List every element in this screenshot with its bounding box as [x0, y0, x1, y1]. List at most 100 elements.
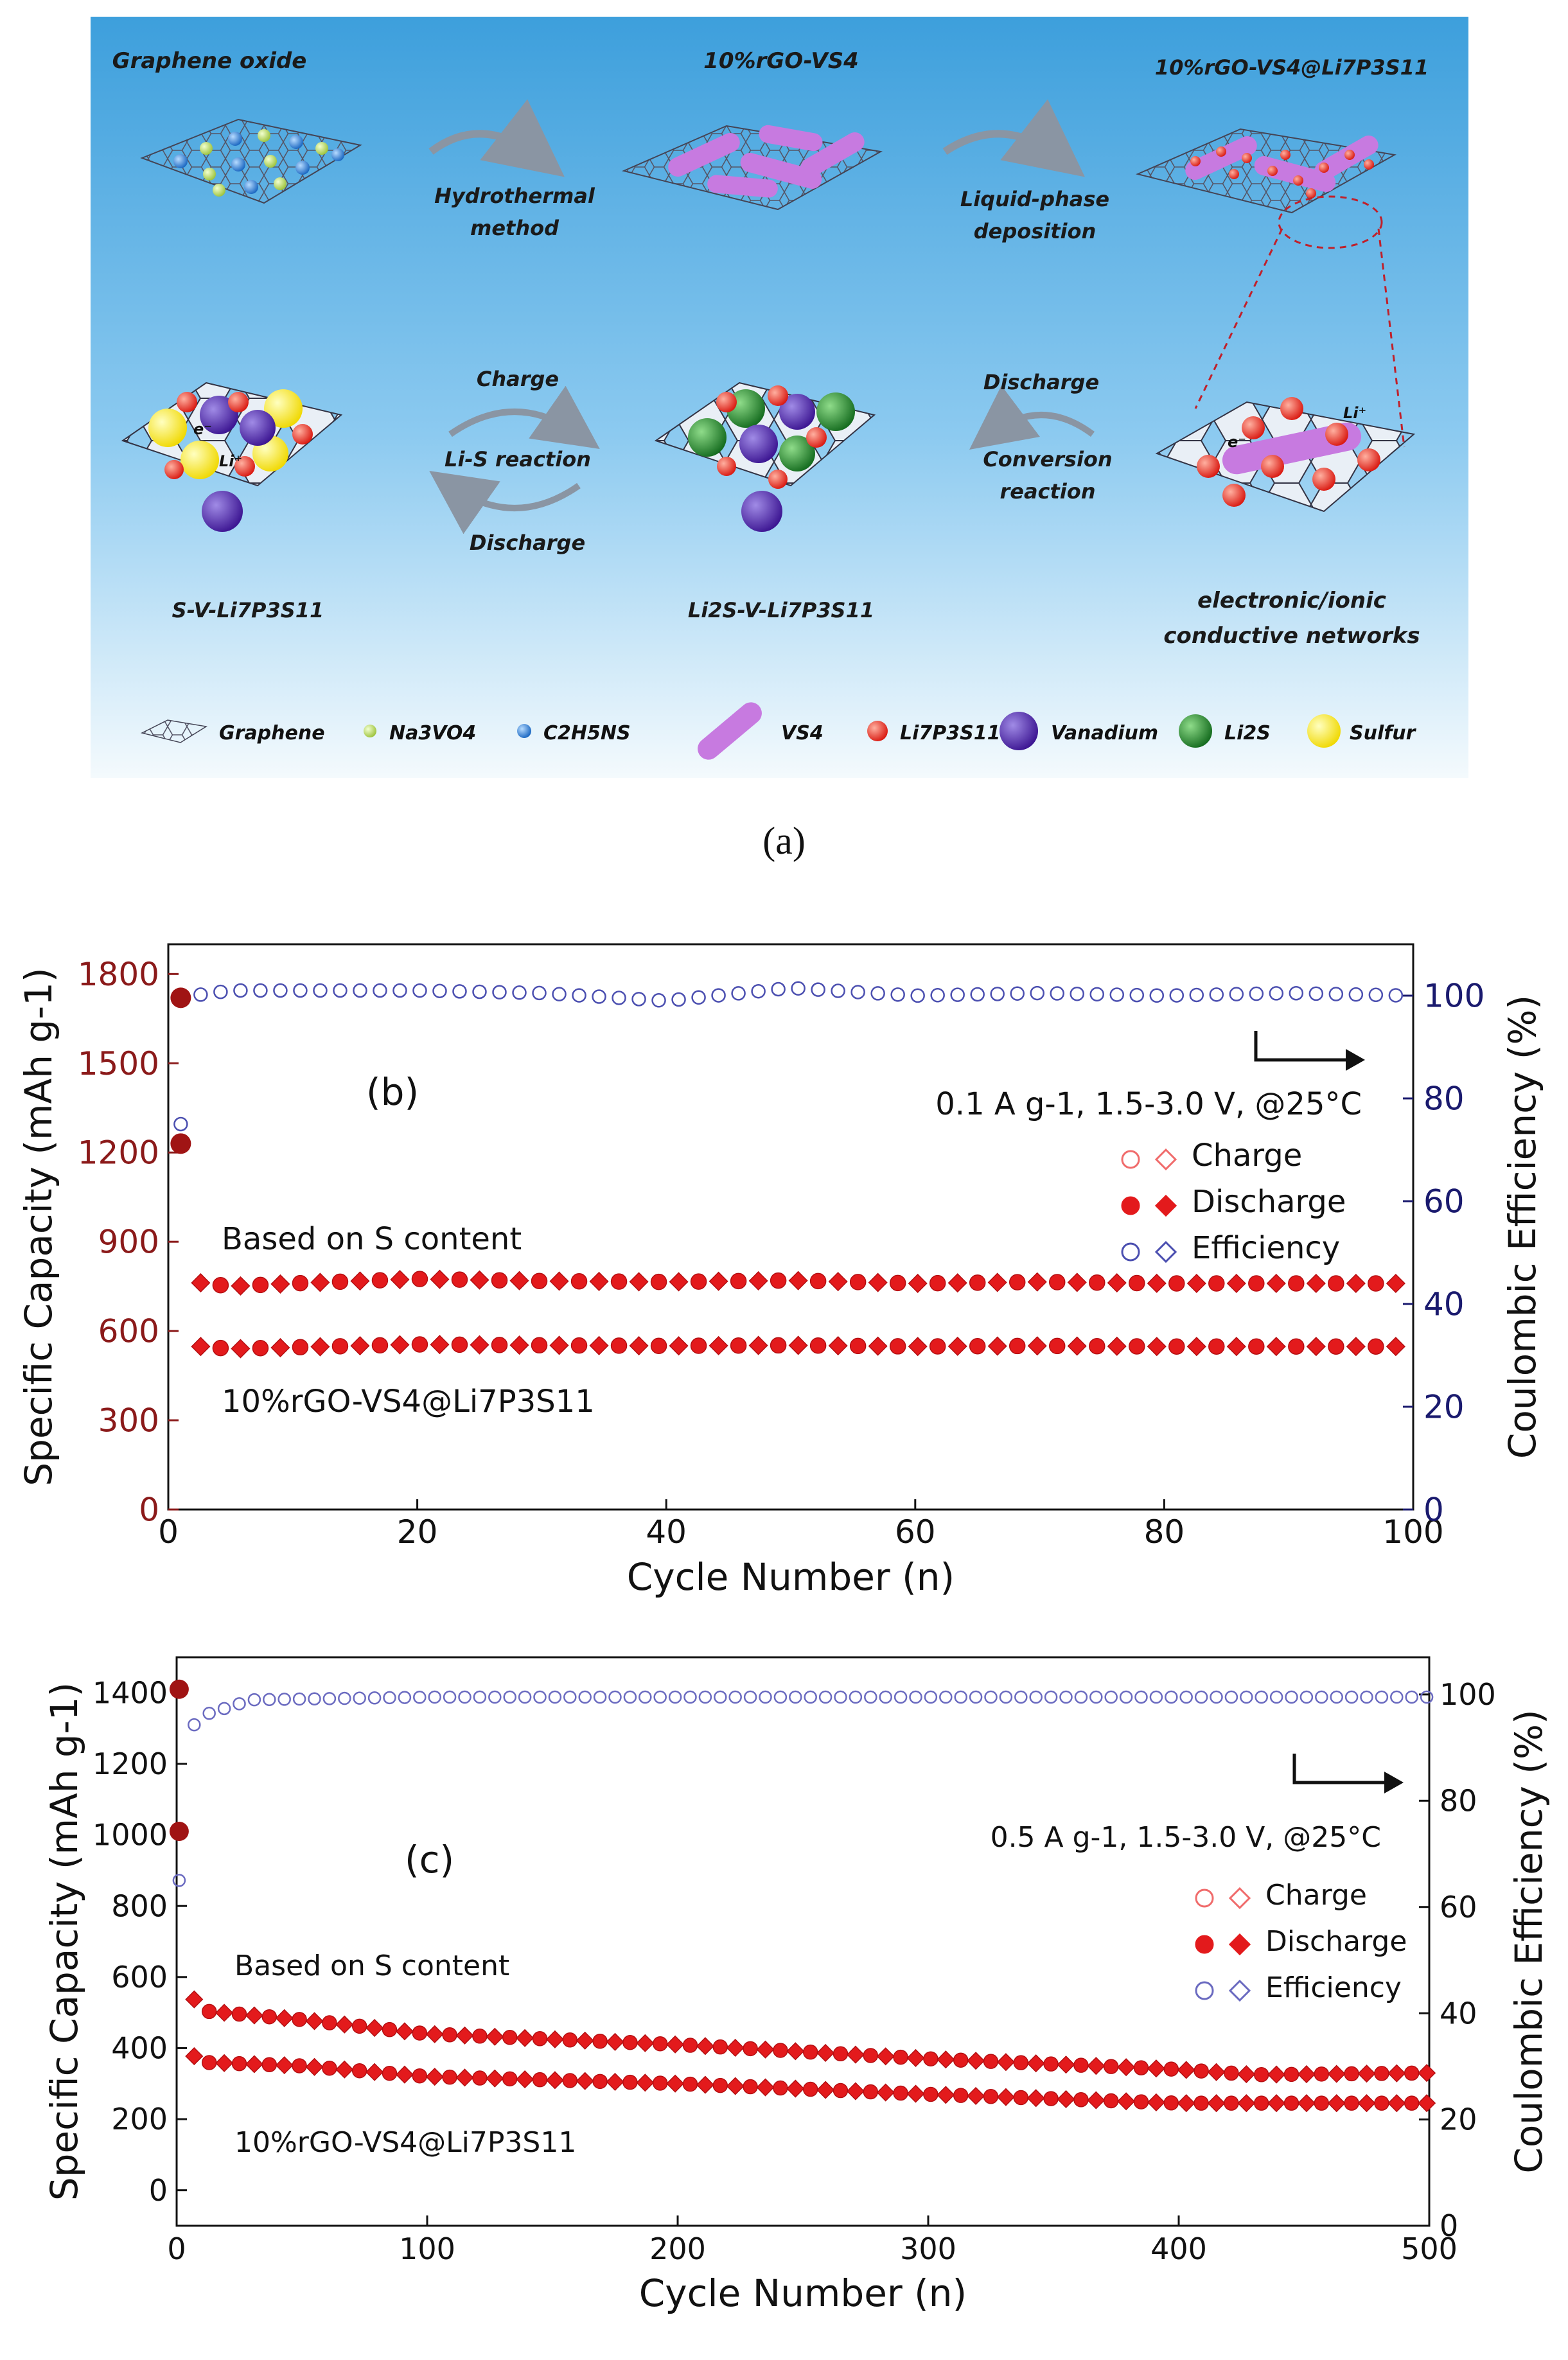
s-content-point — [592, 2034, 608, 2049]
s-content-point — [532, 2031, 548, 2047]
efficiency-point — [1194, 1690, 1208, 1704]
composite-point — [1297, 2094, 1316, 2113]
s-content-point — [987, 1272, 1007, 1292]
efficiency-point — [1315, 1690, 1328, 1704]
composite-point — [937, 2086, 955, 2104]
legend-li7p3s11-icon — [867, 721, 888, 741]
composite-point — [366, 2063, 384, 2081]
s-content-point — [969, 1274, 986, 1291]
y2-axis-label: Coulombic Efficiency (%) — [1507, 1709, 1551, 2173]
s-content-point — [212, 1277, 229, 1294]
composite-point — [696, 2075, 714, 2094]
s-content-point — [606, 2032, 624, 2051]
composite-point — [592, 2074, 608, 2090]
s-content-point — [1288, 1275, 1305, 1292]
composite-point — [412, 2068, 428, 2084]
composite-point — [371, 1337, 389, 1354]
efficiency-point — [452, 984, 467, 999]
efficiency-point — [970, 987, 985, 1002]
label-liquid-phase: Liquid-phase — [960, 187, 1109, 211]
composite-point — [395, 2065, 414, 2084]
composite-point — [191, 1337, 211, 1357]
x-tick-label: 80 — [1144, 1513, 1185, 1551]
composite-point — [215, 2054, 234, 2072]
composite-point — [802, 2081, 818, 2097]
legend-circle-marker — [1195, 1935, 1214, 1954]
s-content-point — [929, 1274, 946, 1292]
legend-graphene-icon — [140, 719, 208, 743]
efficiency-point — [804, 1690, 817, 1704]
composite-point — [1288, 1338, 1305, 1355]
efficiency-point — [1119, 1690, 1133, 1704]
efficiency-point — [1074, 1690, 1088, 1704]
efficiency-point — [1134, 1690, 1148, 1704]
efficiency-point — [751, 983, 766, 999]
first-cycle-point — [169, 1679, 189, 1699]
efficiency-point — [1089, 987, 1104, 1002]
composite-point — [1314, 2095, 1330, 2111]
svg-text:e⁻: e⁻ — [1228, 433, 1246, 451]
composite-point — [1163, 2095, 1179, 2111]
composite-point — [748, 1335, 768, 1355]
efficiency-point — [1285, 1690, 1298, 1704]
svg-text:Li⁺: Li⁺ — [219, 452, 242, 470]
s-content-point — [1067, 1272, 1087, 1292]
composite-point — [185, 2047, 204, 2066]
efficiency-point — [1249, 986, 1264, 1001]
s-content-point — [470, 1270, 489, 1290]
composite-point — [322, 2060, 337, 2076]
efficiency-point — [552, 987, 567, 1001]
label-charge: Charge — [477, 367, 559, 391]
efficiency-point — [1209, 987, 1224, 1002]
s-content-point — [1328, 1275, 1344, 1292]
s-content-point — [1374, 2066, 1389, 2081]
legend-label: Discharge — [1192, 1184, 1346, 1220]
efficiency-point — [333, 983, 348, 998]
efficiency-point — [1029, 1690, 1043, 1704]
efficiency-point — [1010, 986, 1025, 1001]
efficiency-point — [193, 987, 208, 1002]
efficiency-point — [1109, 987, 1125, 1002]
efficiency-point — [1044, 1690, 1058, 1704]
efficiency-point — [1224, 1690, 1238, 1704]
annotation-composite: 10%rGO-VS4@Li7P3S11 — [234, 2126, 576, 2159]
composite-point — [411, 1336, 428, 1353]
y-tick-label: 400 — [111, 2031, 168, 2066]
legend-label: Charge — [1265, 1879, 1367, 1912]
composite-point — [350, 1336, 370, 1356]
s-content-point — [1267, 2065, 1286, 2084]
s-content-point — [395, 2022, 414, 2041]
legend-label: Discharge — [1265, 1925, 1407, 1958]
legend-label: Charge — [1192, 1138, 1302, 1174]
s-v-lps-cluster: e⁻ Li⁺ — [121, 382, 343, 532]
efficiency-point — [1149, 1690, 1163, 1704]
s-content-point — [292, 1274, 309, 1292]
efficiency-point — [1299, 1690, 1314, 1704]
s-content-point — [1186, 1273, 1206, 1294]
s-content-point — [502, 2030, 518, 2045]
composite-point — [1013, 2090, 1029, 2106]
composite-point — [832, 2083, 849, 2099]
s-content-point — [549, 1271, 569, 1291]
composite-point — [893, 2085, 908, 2101]
efficiency-point — [773, 1690, 788, 1704]
composite-point — [730, 1337, 747, 1354]
composite-point — [1306, 1337, 1326, 1357]
s-content-point — [430, 1269, 450, 1289]
s-content-point — [516, 2029, 534, 2047]
efficiency-point — [592, 989, 606, 1004]
efficiency-point — [1405, 1690, 1418, 1704]
legend-li2s: Li2S — [1224, 722, 1271, 744]
label-network-line1: electronic/ionic — [1197, 588, 1386, 613]
composite-point — [770, 1337, 787, 1354]
x-tick-label: 100 — [1382, 1513, 1443, 1551]
composite-point — [1117, 2092, 1136, 2111]
composite-point — [629, 1335, 649, 1356]
first-cycle-point — [170, 1133, 191, 1154]
composite-point — [773, 2080, 788, 2096]
legend-na3vo4-icon — [364, 725, 376, 737]
efficiency-point — [1390, 1690, 1404, 1704]
composite-point — [1147, 1337, 1167, 1357]
s-content-point — [953, 2052, 969, 2068]
composite-point — [1357, 2094, 1376, 2113]
